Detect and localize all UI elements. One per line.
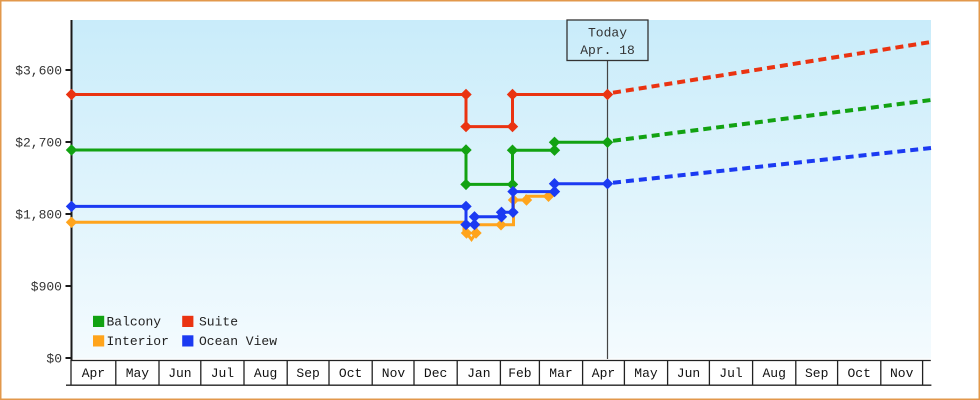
svg-text:Oct: Oct (339, 366, 362, 381)
svg-text:Jul: Jul (211, 366, 235, 381)
svg-text:Aug: Aug (254, 366, 277, 381)
svg-text:Nov: Nov (890, 366, 914, 381)
svg-text:Aug: Aug (762, 366, 785, 381)
svg-text:$0: $0 (46, 352, 62, 367)
svg-text:Oct: Oct (847, 366, 870, 381)
svg-text:Dec: Dec (424, 366, 447, 381)
svg-text:Jun: Jun (168, 366, 191, 381)
svg-text:Ocean View: Ocean View (199, 334, 277, 349)
svg-text:Interior: Interior (107, 334, 169, 349)
svg-text:Nov: Nov (382, 366, 406, 381)
svg-text:Mar: Mar (549, 366, 572, 381)
svg-text:$2,700: $2,700 (15, 136, 62, 151)
svg-text:Apr. 18: Apr. 18 (580, 43, 635, 58)
svg-text:Feb: Feb (508, 366, 531, 381)
svg-text:Apr: Apr (82, 366, 105, 381)
svg-text:Balcony: Balcony (107, 315, 162, 330)
svg-text:Sep: Sep (296, 366, 319, 381)
svg-text:Today: Today (588, 26, 627, 41)
svg-text:Apr: Apr (592, 366, 615, 381)
svg-text:May: May (126, 366, 150, 381)
svg-text:Sep: Sep (805, 366, 828, 381)
svg-text:Jun: Jun (677, 366, 700, 381)
svg-text:Jan: Jan (467, 366, 490, 381)
svg-text:$1,800: $1,800 (15, 208, 62, 223)
svg-text:$900: $900 (31, 280, 62, 295)
svg-text:May: May (634, 366, 658, 381)
svg-text:Jul: Jul (719, 366, 743, 381)
svg-text:Suite: Suite (199, 315, 238, 330)
svg-text:$3,600: $3,600 (15, 64, 62, 79)
